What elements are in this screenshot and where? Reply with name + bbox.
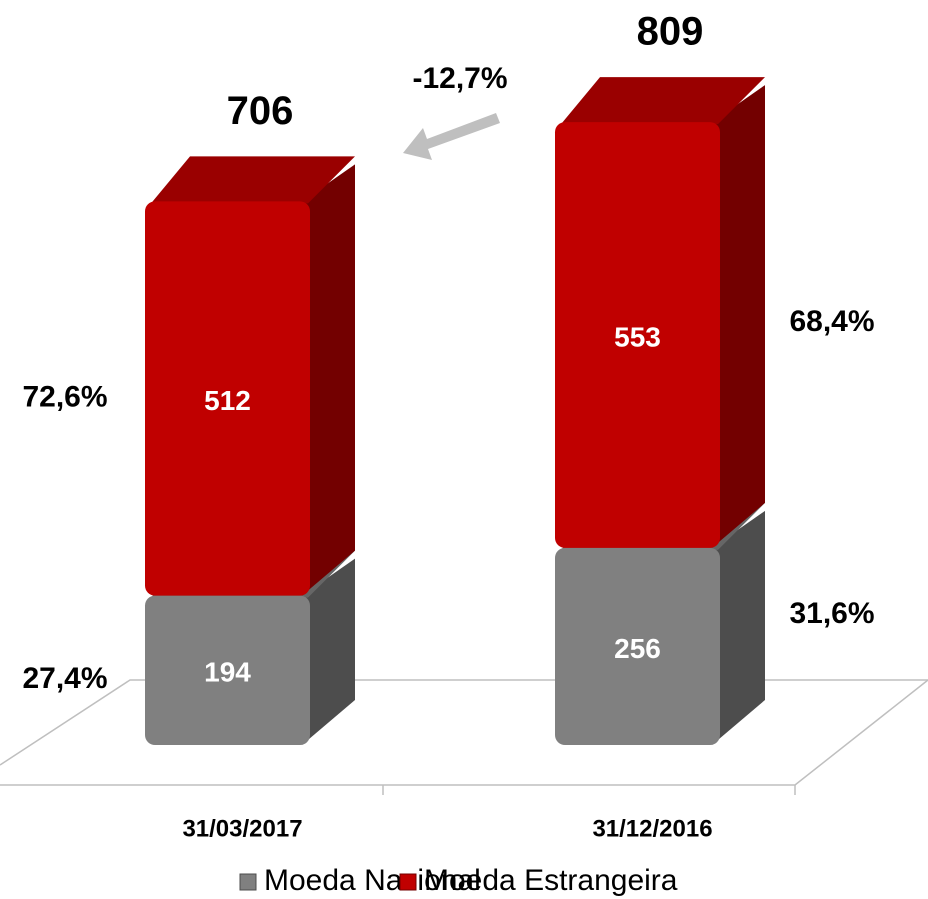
segment-label: 194 — [204, 657, 251, 688]
segment-label: 512 — [204, 385, 251, 416]
bar-side — [712, 510, 765, 745]
share-label: 27,4% — [22, 662, 107, 695]
bar-top — [561, 77, 765, 125]
total-label: 706 — [227, 89, 294, 133]
floor-front-edge — [0, 679, 928, 786]
floor — [0, 679, 928, 795]
bar — [145, 595, 310, 745]
floor-back-edge — [0, 679, 928, 766]
x-tick-label: 31/12/2016 — [592, 815, 712, 842]
bar-side — [712, 85, 765, 548]
segment-label: 553 — [614, 321, 661, 352]
bar — [555, 547, 720, 745]
bar-side — [302, 558, 355, 745]
bar — [145, 201, 310, 596]
x-tick-label: 31/03/2017 — [182, 815, 302, 842]
share-label: 68,4% — [789, 305, 874, 338]
share-label: 31,6% — [789, 597, 874, 630]
total-label: 809 — [637, 10, 704, 54]
bar — [555, 122, 720, 548]
legend-swatch — [399, 873, 417, 891]
change-arrow — [403, 113, 500, 160]
legend-label: Moeda Nacional — [264, 864, 481, 897]
change-label: -12,7% — [412, 62, 507, 95]
share-label: 72,6% — [22, 380, 107, 413]
bar-top — [151, 156, 355, 204]
segment-label: 256 — [614, 633, 661, 664]
bar-side — [302, 164, 355, 596]
legend-swatch — [239, 873, 257, 891]
legend-label: Moeda Estrangeira — [424, 864, 678, 897]
